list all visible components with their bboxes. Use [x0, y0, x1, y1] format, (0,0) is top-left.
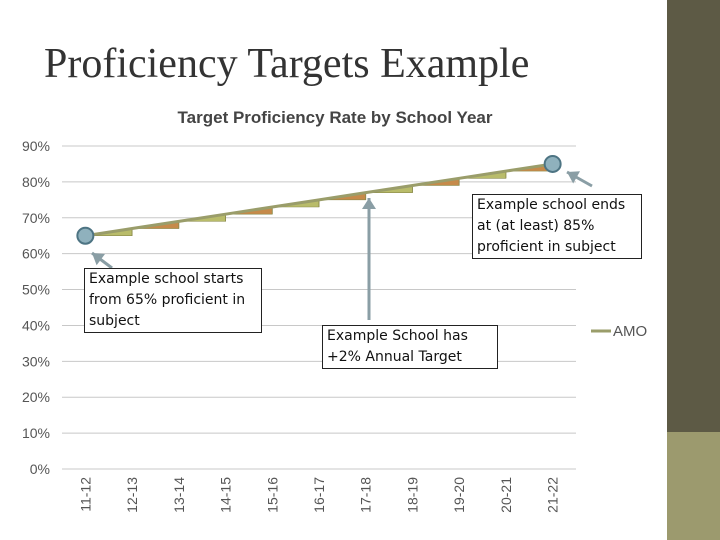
end-marker	[543, 154, 562, 173]
series-line-amo	[85, 162, 553, 238]
callout-annual-target: Example School has +2% Annual Target	[322, 325, 498, 369]
x-tick-label: 14-15	[218, 477, 234, 513]
y-tick-label: 40%	[22, 317, 50, 333]
x-tick-label: 15-16	[264, 477, 280, 513]
legend-label-amo: AMO	[613, 323, 647, 340]
chart-title: Target Proficiency Rate by School Year	[178, 108, 493, 127]
x-tick-label: 20-21	[498, 477, 514, 513]
x-tick-label: 19-20	[451, 477, 467, 513]
y-tick-label: 70%	[22, 210, 50, 226]
callout-start: Example school starts from 65% proficien…	[84, 268, 262, 333]
y-tick-label: 30%	[22, 353, 50, 369]
x-tick-label: 18-19	[404, 477, 420, 513]
y-tick-label: 60%	[22, 246, 50, 262]
callout-end: Example school ends at (at least) 85% pr…	[472, 194, 642, 259]
x-tick-label: 16-17	[311, 477, 327, 513]
slide-title: Proficiency Targets Example	[44, 41, 530, 87]
y-tick-label: 10%	[22, 425, 50, 441]
y-tick-label: 80%	[22, 174, 50, 190]
arrow-end-head	[567, 171, 581, 184]
x-tick-label: 17-18	[358, 477, 374, 513]
x-tick-label: 11-12	[77, 477, 93, 512]
x-tick-label: 21-22	[545, 477, 561, 513]
y-tick-label: 50%	[22, 282, 50, 298]
y-tick-label: 20%	[22, 389, 50, 405]
x-tick-label: 12-13	[124, 477, 140, 513]
sidebar-accent-decoration	[667, 432, 720, 540]
x-tick-label: 13-14	[171, 477, 187, 513]
arrow-annual-head	[362, 198, 376, 209]
arrow-start-head	[92, 253, 105, 266]
y-tick-label: 0%	[30, 461, 50, 477]
y-tick-label: 90%	[22, 138, 50, 154]
start-marker	[76, 226, 95, 245]
